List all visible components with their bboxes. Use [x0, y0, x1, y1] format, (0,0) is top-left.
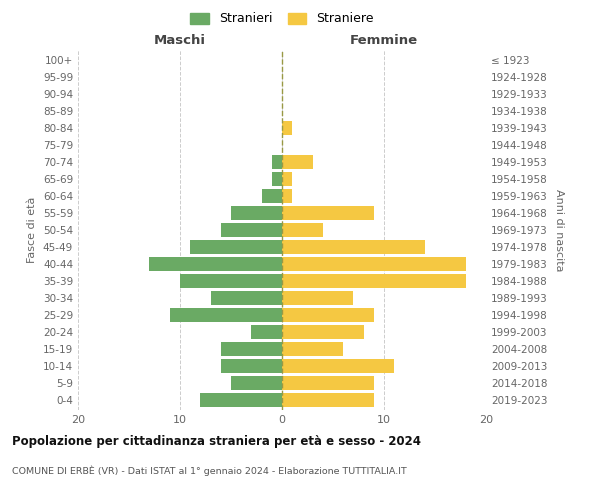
Bar	[282, 156, 313, 169]
Bar	[282, 122, 292, 135]
Bar	[262, 189, 282, 203]
Bar	[272, 156, 282, 169]
Bar	[272, 172, 282, 186]
Bar	[282, 359, 394, 372]
Bar	[282, 240, 425, 254]
Text: COMUNE DI ERBÈ (VR) - Dati ISTAT al 1° gennaio 2024 - Elaborazione TUTTITALIA.IT: COMUNE DI ERBÈ (VR) - Dati ISTAT al 1° g…	[12, 465, 407, 475]
Bar	[282, 274, 466, 287]
Legend: Stranieri, Straniere: Stranieri, Straniere	[187, 8, 377, 29]
Bar	[282, 342, 343, 355]
Bar	[282, 393, 374, 406]
Bar	[211, 291, 282, 304]
Bar	[190, 240, 282, 254]
Y-axis label: Fasce di età: Fasce di età	[28, 197, 37, 263]
Bar	[180, 274, 282, 287]
Bar	[282, 189, 292, 203]
Y-axis label: Anni di nascita: Anni di nascita	[554, 188, 564, 271]
Bar	[200, 393, 282, 406]
Bar	[221, 359, 282, 372]
Bar	[149, 257, 282, 271]
Text: Popolazione per cittadinanza straniera per età e sesso - 2024: Popolazione per cittadinanza straniera p…	[12, 435, 421, 448]
Bar	[221, 223, 282, 237]
Bar	[282, 206, 374, 220]
Bar	[251, 325, 282, 338]
Bar	[282, 223, 323, 237]
Text: Femmine: Femmine	[350, 34, 418, 46]
Bar	[282, 291, 353, 304]
Bar	[231, 376, 282, 390]
Bar	[170, 308, 282, 322]
Bar	[231, 206, 282, 220]
Bar	[282, 325, 364, 338]
Bar	[282, 376, 374, 390]
Bar	[282, 172, 292, 186]
Bar	[282, 257, 466, 271]
Bar	[282, 308, 374, 322]
Text: Maschi: Maschi	[154, 34, 206, 46]
Bar	[221, 342, 282, 355]
